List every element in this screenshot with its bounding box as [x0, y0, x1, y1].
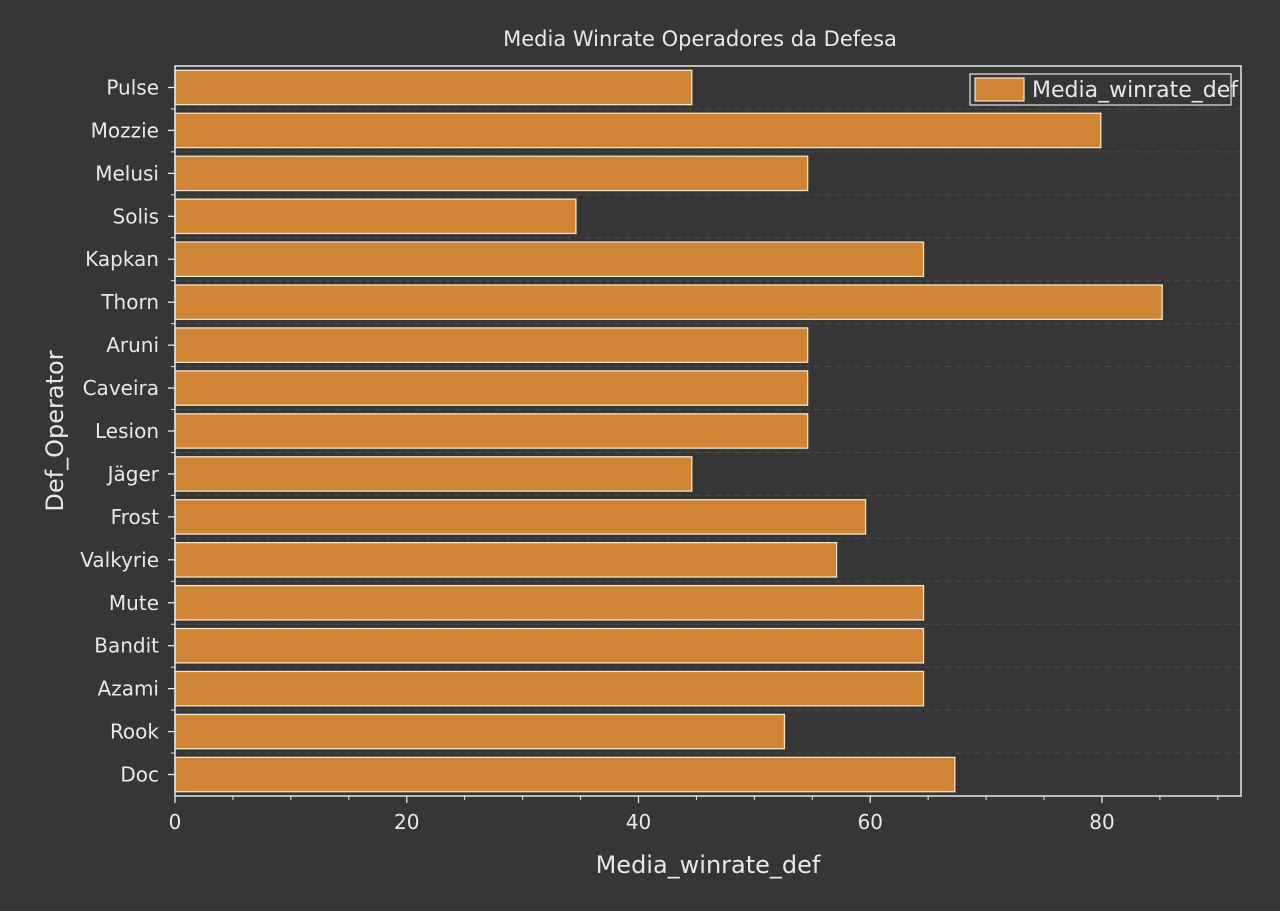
x-tick-label: 0	[169, 810, 182, 834]
y-tick-label: Mute	[109, 591, 159, 615]
y-tick-label: Rook	[110, 720, 159, 744]
bar-azami	[174, 670, 925, 707]
bar-thorn	[174, 284, 1163, 320]
y-tick-label: Frost	[111, 505, 159, 529]
y-tick-label: Pulse	[106, 75, 159, 99]
bar-doc	[174, 756, 956, 793]
y-tick-label: Aruni	[106, 333, 159, 357]
legend: Media_winrate_def	[969, 73, 1239, 106]
bar-aruni	[174, 327, 809, 363]
bar-frost	[174, 499, 867, 535]
y-tick-label: Caveira	[83, 376, 159, 400]
bar-bandit	[174, 627, 925, 664]
y-tick-label: Azami	[98, 677, 159, 701]
bar-pulse	[174, 69, 693, 106]
x-tick-label: 80	[1089, 810, 1114, 834]
y-tick-label: Bandit	[94, 634, 159, 658]
bar-valkyrie	[174, 542, 838, 578]
bar-solis	[174, 198, 577, 235]
legend-box	[969, 73, 1232, 106]
chart-title: Media Winrate Operadores da Defesa	[503, 27, 897, 51]
legend-label: Media_winrate_def	[1032, 78, 1239, 103]
bar-lesion	[174, 413, 809, 449]
y-tick-label: Valkyrie	[80, 548, 159, 572]
y-tick-label: Doc	[120, 763, 159, 787]
legend-swatch	[974, 77, 1025, 102]
y-tick-label: Melusi	[95, 161, 159, 185]
y-axis-label: Def_Operator	[41, 350, 69, 511]
y-tick-label: Solis	[113, 204, 159, 228]
grid-layer	[175, 108, 1241, 754]
bars-layer	[174, 69, 1163, 793]
axes-layer: Pulse Mozzie Melusi Solis Kapkan Thorn Aruni Ca…	[80, 65, 1242, 834]
y-tick-label: Kapkan	[85, 247, 159, 271]
bar-mute	[174, 584, 925, 621]
x-tick-label: 60	[857, 810, 882, 834]
x-tick-label: 40	[626, 810, 651, 834]
y-tick-label: Lesion	[95, 419, 159, 443]
y-tick-label: Jäger	[106, 462, 160, 486]
bar-rook	[174, 713, 786, 750]
bar-melusi	[174, 155, 809, 192]
y-tick-label: Thorn	[100, 290, 159, 314]
y-tick-label: Mozzie	[91, 118, 159, 142]
x-axis-label: Media_winrate_def	[596, 851, 821, 879]
bar-kapkan	[174, 241, 925, 278]
bar-jäger	[174, 456, 693, 492]
bar-caveira	[174, 370, 809, 406]
bar-mozzie	[174, 112, 1102, 149]
x-tick-label: 20	[394, 810, 419, 834]
